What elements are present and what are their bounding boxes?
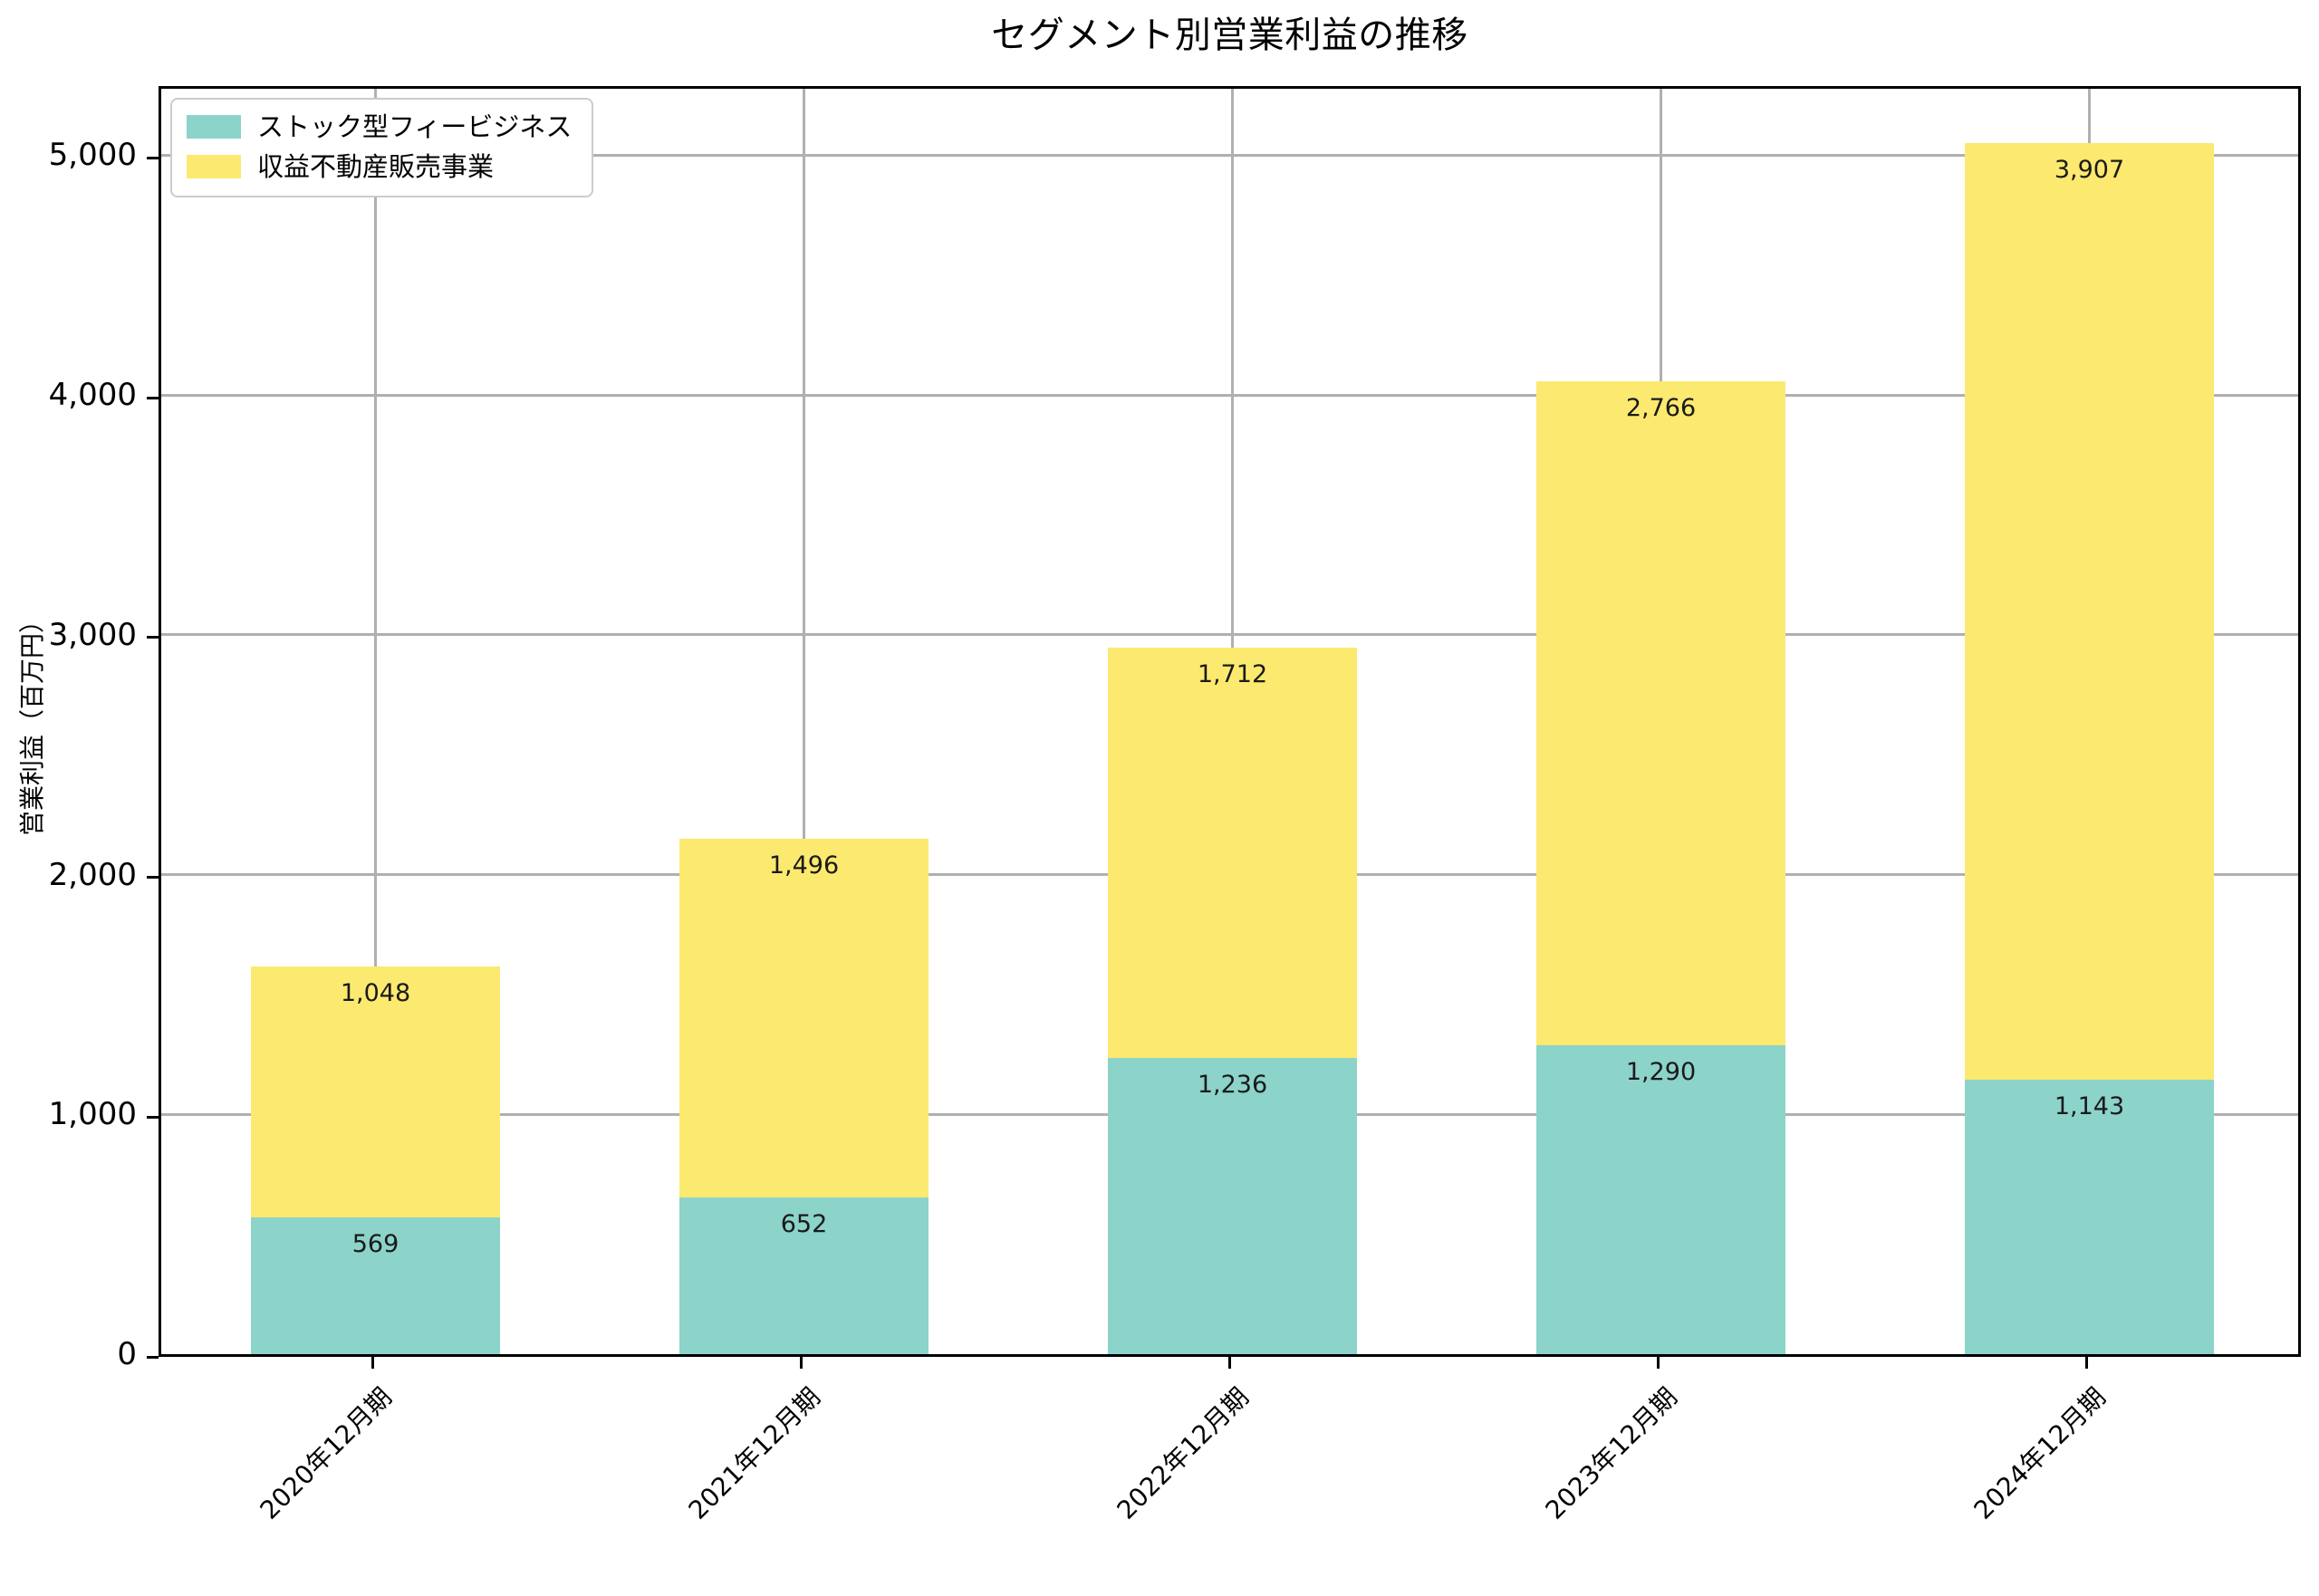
bar-segment[interactable]: 1,290 [1536, 1044, 1785, 1354]
bar-value-label: 1,496 [768, 851, 840, 880]
y-axis-label: 営業利益（百万円） [17, 607, 47, 836]
plot-area: 569 1,048 652 1,496 1,236 1,712 1,290 2,766 1,14… [159, 86, 2301, 1357]
y-tick-mark [147, 636, 159, 639]
bar-group[interactable]: 1,143 3,907 [1965, 143, 2214, 1354]
y-axis-label-container: 営業利益（百万円） [17, 86, 58, 1357]
x-tick-mark [800, 1357, 803, 1369]
bar-value-label: 1,290 [1625, 1057, 1697, 1086]
bar-value-label: 1,143 [2054, 1092, 2125, 1121]
x-tick-label: 2023年12月期 [1539, 1381, 1683, 1525]
legend-item-label: ストック型フィービジネス [257, 111, 573, 142]
chart-legend: ストック型フィービジネス 収益不動産販売事業 [170, 98, 594, 197]
x-tick-label: 2021年12月期 [682, 1381, 826, 1525]
bar-group[interactable]: 1,236 1,712 [1108, 647, 1357, 1354]
legend-color-swatch [187, 155, 241, 178]
x-tick-mark [1657, 1357, 1660, 1369]
y-tick-mark [147, 876, 159, 880]
x-tick-mark [2085, 1357, 2088, 1369]
x-tick-label: 2020年12月期 [254, 1381, 398, 1525]
bar-value-label: 1,712 [1197, 659, 1268, 688]
bar-segment[interactable]: 569 [251, 1217, 500, 1354]
bar-value-label: 1,236 [1197, 1070, 1268, 1099]
x-tick-label: 2024年12月期 [1968, 1381, 2112, 1525]
bar-value-label: 2,766 [1625, 394, 1697, 423]
bar-segment[interactable]: 1,712 [1108, 647, 1357, 1058]
legend-item[interactable]: 収益不動産販売事業 [187, 149, 572, 185]
y-tick-label: 0 [117, 1336, 137, 1372]
bar-value-label: 652 [780, 1210, 828, 1239]
legend-item[interactable]: ストック型フィービジネス [187, 109, 572, 145]
bar-segment[interactable]: 652 [679, 1197, 929, 1354]
gridline-horizontal [161, 153, 2298, 157]
bar-value-label: 3,907 [2054, 156, 2125, 185]
y-tick-mark [147, 156, 159, 159]
bar-group[interactable]: 652 1,496 [679, 839, 929, 1354]
x-tick-label: 2022年12月期 [1111, 1381, 1255, 1525]
bar-segment[interactable]: 1,496 [679, 839, 929, 1198]
y-tick-label: 3,000 [48, 616, 137, 653]
y-tick-label: 2,000 [48, 856, 137, 893]
bar-segment[interactable]: 2,766 [1536, 381, 1785, 1045]
gridline-horizontal [161, 393, 2298, 397]
legend-color-swatch [187, 115, 241, 139]
x-tick-mark [371, 1357, 374, 1369]
bar-group[interactable]: 569 1,048 [251, 966, 500, 1354]
bar-segment[interactable]: 1,143 [1965, 1080, 2214, 1354]
y-tick-label: 4,000 [48, 377, 137, 414]
bar-value-label: 1,048 [340, 978, 411, 1007]
gridline-vertical [374, 89, 377, 1354]
y-tick-mark [147, 396, 159, 399]
y-tick-label: 5,000 [48, 137, 137, 174]
x-tick-mark [1228, 1357, 1231, 1369]
bar-segment[interactable]: 3,907 [1965, 143, 2214, 1081]
gridline-vertical [803, 89, 805, 1354]
chart-figure: セグメント別営業利益の推移 営業利益（百万円） 0 1,000 2,000 3,000… [17, 14, 2301, 1525]
y-tick-mark [147, 1115, 159, 1119]
y-tick-mark [147, 1355, 159, 1359]
y-tick-label: 1,000 [48, 1096, 137, 1133]
bar-segment[interactable]: 1,236 [1108, 1057, 1357, 1354]
bar-segment[interactable]: 1,048 [251, 966, 500, 1218]
bar-group[interactable]: 1,290 2,766 [1536, 381, 1785, 1354]
bar-value-label: 569 [351, 1230, 399, 1259]
gridline-horizontal [161, 633, 2298, 637]
chart-title: セグメント別営業利益の推移 [991, 14, 1468, 56]
legend-item-label: 収益不動産販売事業 [257, 150, 495, 182]
